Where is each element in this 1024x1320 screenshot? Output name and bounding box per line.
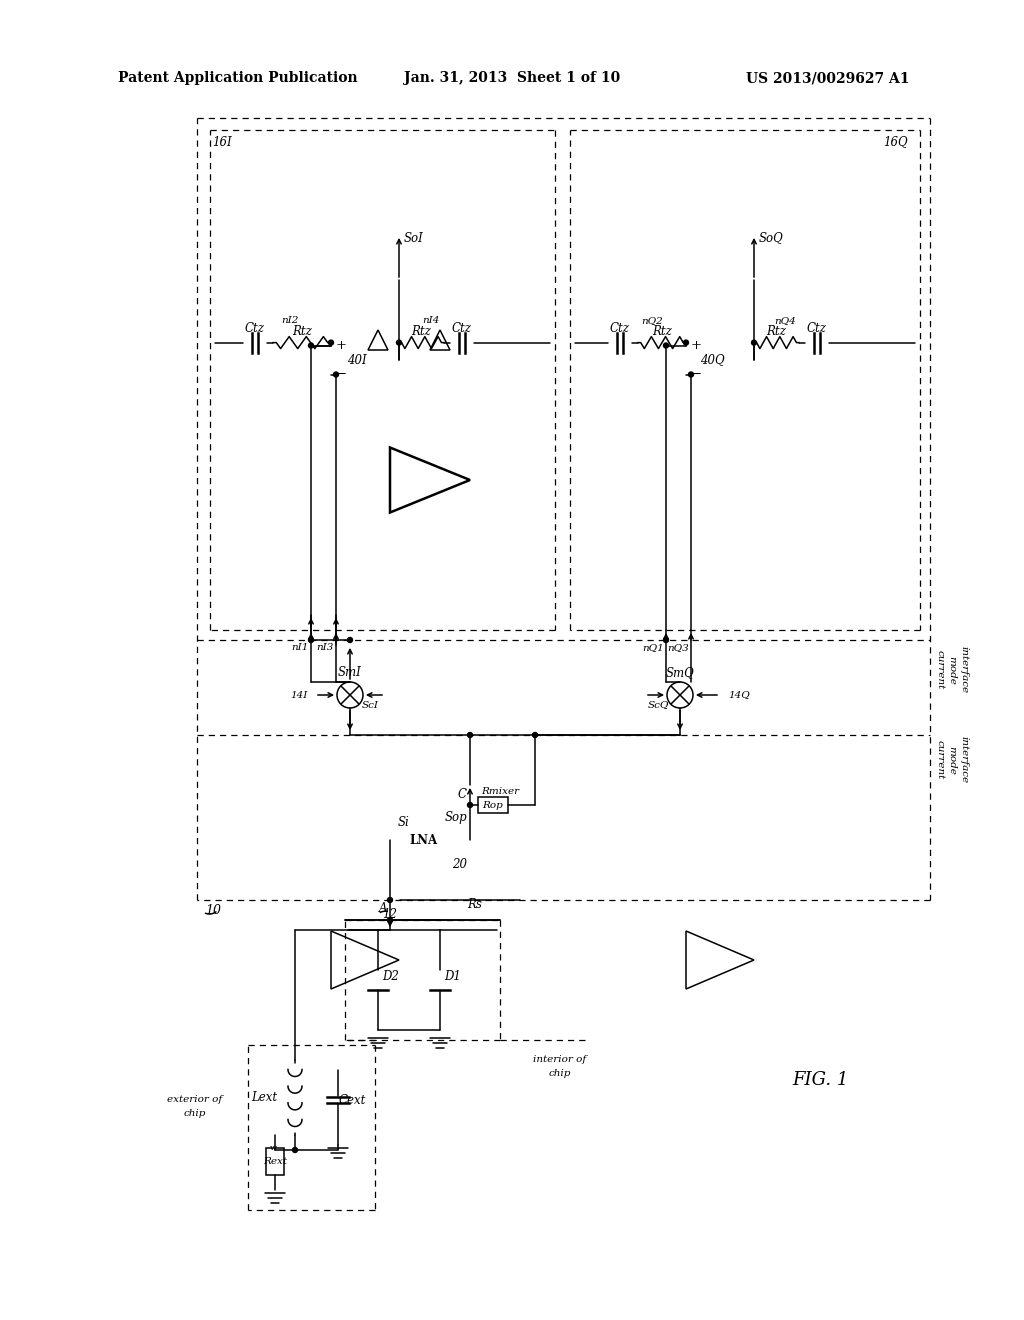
Circle shape [387,917,392,923]
Text: nI4: nI4 [422,315,439,325]
Circle shape [752,341,757,345]
Text: nQ2: nQ2 [641,315,664,325]
Bar [266,1148,284,1175]
Text: D2: D2 [383,970,399,983]
Circle shape [664,343,669,348]
Text: mode: mode [947,656,956,685]
Text: A: A [379,902,387,915]
Text: US 2013/0029627 A1: US 2013/0029627 A1 [746,71,910,84]
Text: w: w [269,1144,276,1152]
Text: Ctz: Ctz [807,322,827,335]
Text: Jan. 31, 2013  Sheet 1 of 10: Jan. 31, 2013 Sheet 1 of 10 [403,71,621,84]
Circle shape [468,733,472,738]
Text: nI3: nI3 [316,644,334,652]
Text: Si: Si [398,816,410,829]
Text: 16I: 16I [212,136,231,149]
Circle shape [683,341,688,345]
Text: +: + [336,339,346,352]
Text: 14I: 14I [291,690,308,700]
Text: SmQ: SmQ [666,667,694,680]
Text: interior of: interior of [534,1056,587,1064]
Text: Ctz: Ctz [452,322,472,335]
Text: 20: 20 [453,858,468,871]
Text: −: − [690,368,701,381]
Text: −: − [336,368,346,381]
Text: Lext: Lext [251,1092,278,1104]
Text: Rtz: Rtz [767,325,786,338]
Circle shape [664,638,669,643]
Text: ScQ: ScQ [647,701,669,710]
Text: 10: 10 [205,903,221,916]
Text: Sop: Sop [444,812,467,825]
Text: +: + [690,339,701,352]
Text: nI2: nI2 [282,315,299,325]
Circle shape [308,343,313,348]
Text: 40Q: 40Q [699,354,724,367]
Text: current: current [936,741,944,780]
Text: Ctz: Ctz [245,322,265,335]
Text: nI1: nI1 [292,644,309,652]
Circle shape [532,733,538,738]
Text: SoQ: SoQ [759,231,783,244]
Text: SoI: SoI [404,231,424,244]
Text: 14Q: 14Q [728,690,750,700]
Circle shape [688,372,693,378]
Circle shape [293,1147,298,1152]
Circle shape [308,638,313,643]
Circle shape [396,341,401,345]
Text: mode: mode [947,746,956,775]
Text: FIG. 1: FIG. 1 [792,1071,848,1089]
Text: Rop: Rop [482,800,504,809]
Text: 12: 12 [383,908,397,921]
Circle shape [334,372,339,378]
Bar [478,797,508,813]
Text: ScI: ScI [361,701,379,710]
Polygon shape [686,931,754,989]
Text: Rtz: Rtz [292,325,312,338]
Polygon shape [390,447,470,512]
Text: chip: chip [184,1109,206,1118]
Text: Patent Application Publication: Patent Application Publication [118,71,357,84]
Circle shape [329,341,334,345]
Text: D1: D1 [444,970,462,983]
Text: Cext: Cext [338,1093,366,1106]
Text: 16Q: 16Q [884,136,908,149]
Circle shape [468,803,472,808]
Circle shape [387,898,392,903]
Text: Rmixer: Rmixer [481,787,519,796]
Text: interface: interface [959,737,969,784]
Text: 40I: 40I [347,354,367,367]
Text: current: current [936,651,944,689]
Text: Ctz: Ctz [610,322,630,335]
Text: exterior of: exterior of [167,1096,222,1105]
Text: nQ4: nQ4 [774,315,797,325]
Text: C: C [458,788,467,801]
Circle shape [347,638,352,643]
Text: nQ1: nQ1 [642,644,664,652]
Text: Rtz: Rtz [652,325,672,338]
Polygon shape [331,931,399,989]
Text: SmI: SmI [338,667,361,680]
Text: Rs: Rs [468,899,482,912]
Text: interface: interface [959,647,969,693]
Text: chip: chip [549,1068,571,1077]
Text: Rext: Rext [263,1158,287,1167]
Text: nQ3: nQ3 [668,644,689,652]
Text: Rtz: Rtz [412,325,431,338]
Text: LNA: LNA [410,833,438,846]
